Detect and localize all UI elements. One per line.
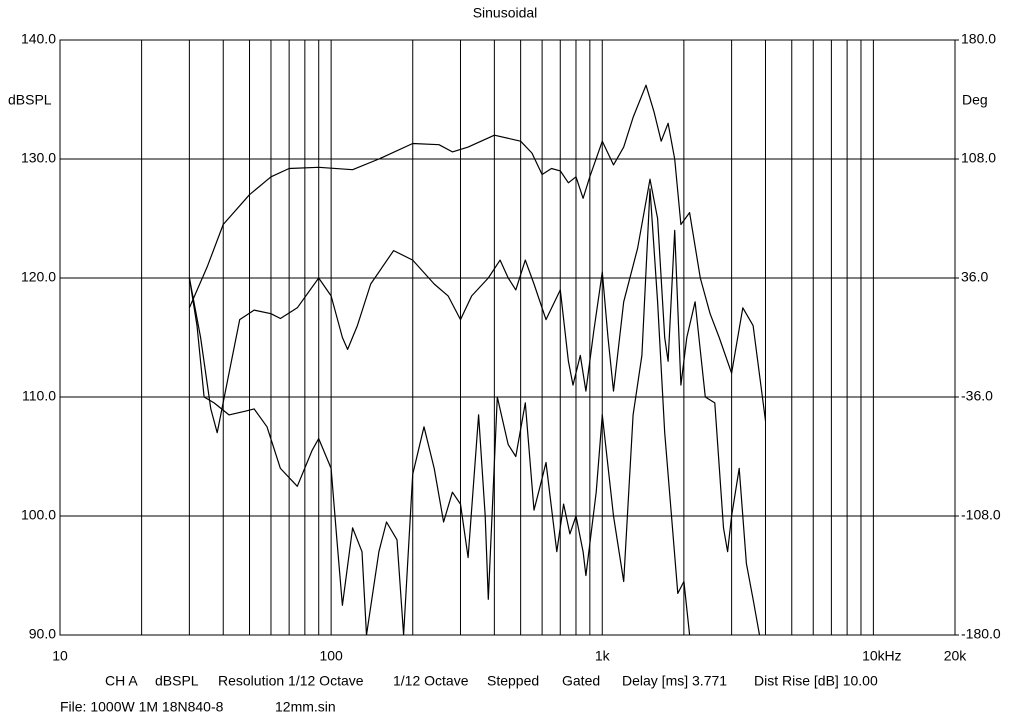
y2-tick-label: 180.0	[961, 31, 996, 47]
plot-frame	[59, 39, 956, 636]
footer-text: Delay [ms] 3.771	[622, 673, 727, 689]
y2-axis-label: Deg	[962, 92, 988, 108]
y2-tick-label: 36.0	[961, 269, 988, 285]
y-tick-label: 100.0	[21, 507, 56, 523]
response-line	[188, 84, 767, 421]
x-tick-label: 10k	[862, 648, 886, 664]
y-tick-label: 120.0	[21, 269, 56, 285]
response-line	[188, 188, 691, 635]
y2-tick-label: -180.0	[961, 626, 1001, 642]
file-text: File: 1000W 1M 18N840-8	[60, 699, 224, 715]
y2-tick-label: -108.0	[961, 507, 1001, 523]
y-tick-label: 110.0	[22, 388, 56, 404]
footer-text: Dist Rise [dB] 10.00	[754, 673, 878, 689]
footer-text: Stepped	[487, 673, 539, 689]
footer-text: 1/12 Octave	[393, 673, 469, 689]
footer-text: CH A	[105, 673, 138, 689]
y-tick-label: 130.0	[21, 150, 56, 166]
x-unit: Hz	[884, 648, 901, 664]
y2-tick-label: 108.0	[961, 150, 996, 166]
x-tick-label: 100	[319, 648, 343, 664]
y-tick-label: 90.0	[29, 626, 56, 642]
y2-tick-label: -36.0	[961, 388, 993, 404]
footer-text: dBSPL	[155, 673, 199, 689]
x-tick-label: 10	[52, 648, 68, 664]
footer-text: Gated	[562, 673, 600, 689]
plot	[188, 84, 767, 635]
y-tick-label: 140.0	[21, 31, 56, 47]
y-axis-label: dBSPL	[8, 92, 52, 108]
chart-title: Sinusoidal	[473, 5, 538, 21]
response-line	[188, 178, 761, 635]
x-tick-label: 20k	[944, 648, 968, 664]
footer-text: Resolution 1/12 Octave	[218, 673, 364, 689]
x-tick-label: 1k	[595, 648, 611, 664]
file-text: 12mm.sin	[275, 699, 336, 715]
